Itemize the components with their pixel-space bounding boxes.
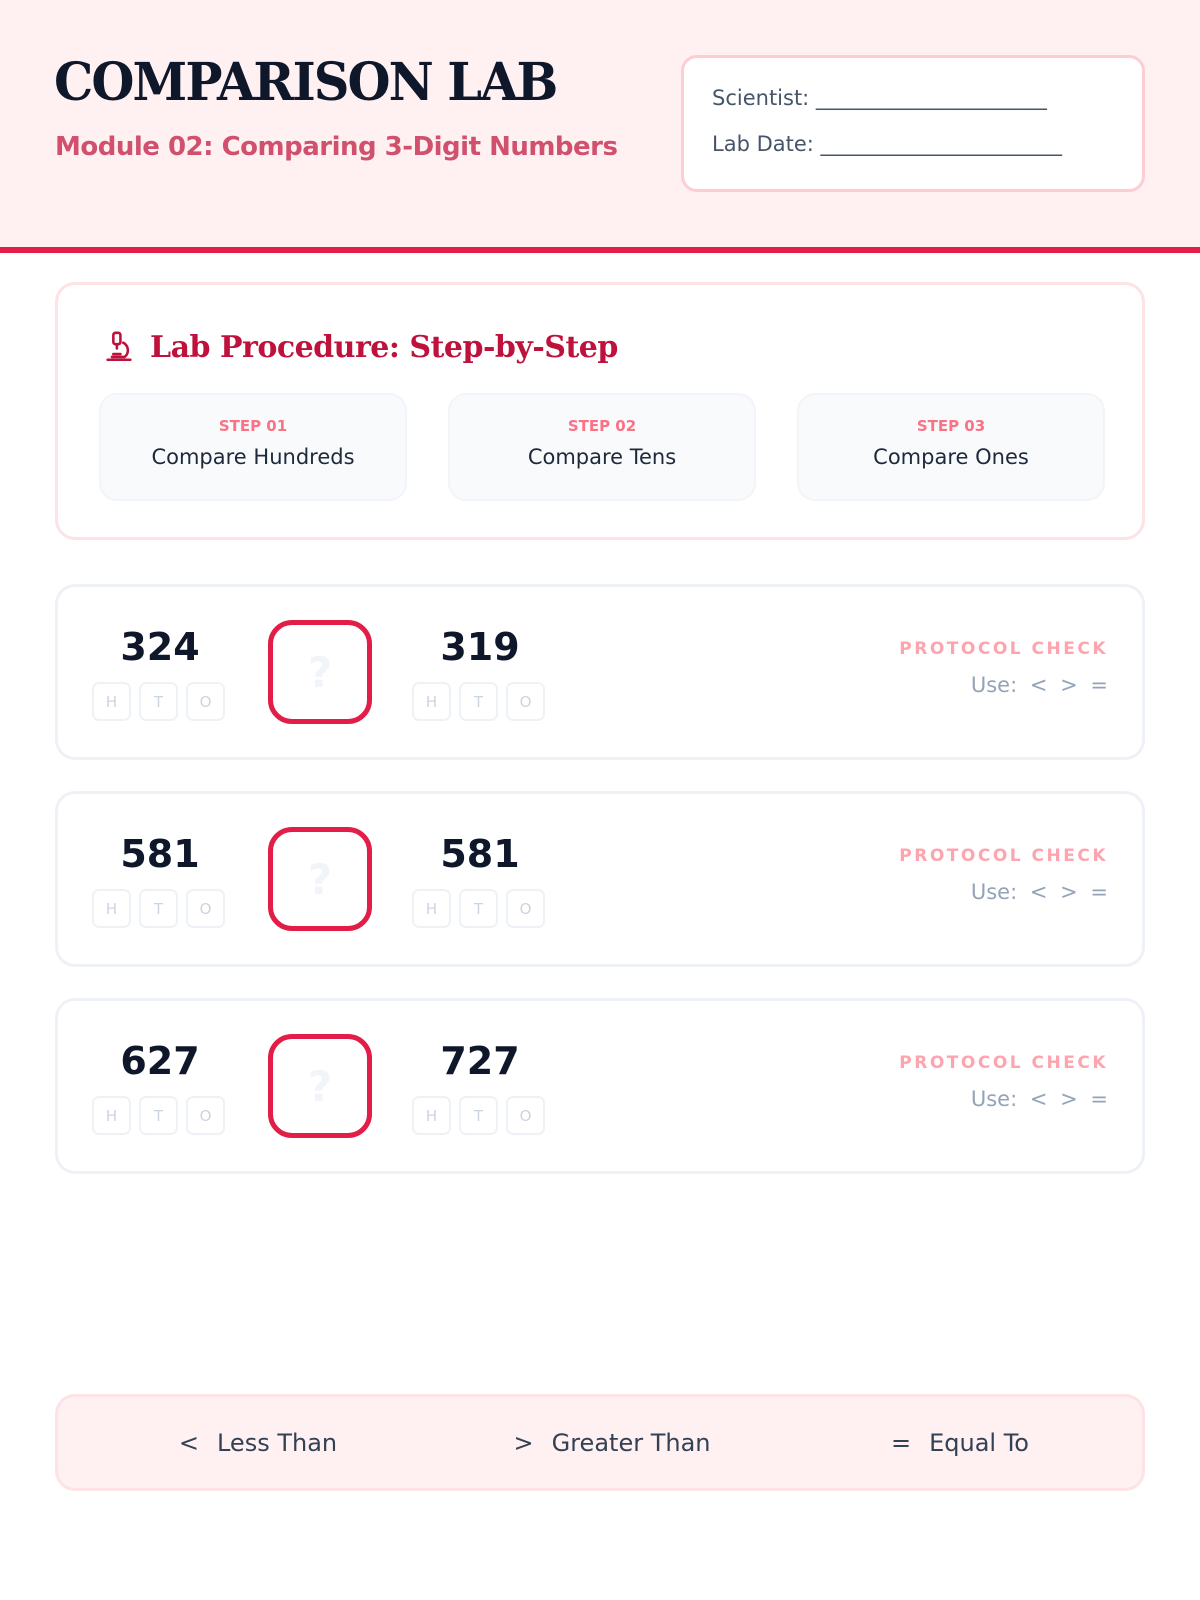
place-value-box: O — [186, 889, 225, 928]
legend-item: < Less Than — [179, 1429, 337, 1457]
step-number: STEP 03 — [916, 417, 986, 435]
place-value-box: T — [459, 1096, 498, 1135]
step-label: Compare Tens — [527, 445, 677, 469]
place-value-box: T — [139, 889, 178, 928]
place-value-box: H — [92, 889, 131, 928]
place-value-box: T — [459, 682, 498, 721]
place-value-box: O — [186, 682, 225, 721]
place-value-box: O — [506, 889, 545, 928]
answer-box[interactable]: ? — [268, 827, 372, 931]
legend-item: > Greater Than — [514, 1429, 711, 1457]
lab-date-field[interactable]: Lab Date: _______________________ — [712, 132, 1063, 156]
place-value-box: H — [92, 1096, 131, 1135]
step-card: STEP 03 Compare Ones — [797, 393, 1105, 501]
place-value-box: T — [139, 1096, 178, 1135]
legend-label: Less Than — [216, 1429, 338, 1457]
microscope-icon — [106, 331, 132, 362]
legend-label: Greater Than — [551, 1429, 711, 1457]
symbol-legend: < Less Than > Greater Than = Equal To — [55, 1394, 1145, 1491]
place-value-box: H — [412, 682, 451, 721]
step-label: Compare Ones — [873, 445, 1029, 469]
legend-symbol: = — [891, 1429, 912, 1457]
protocol-check-label: PROTOCOL CHECK — [899, 1053, 1108, 1073]
legend-label: Equal To — [929, 1429, 1029, 1457]
right-number: 581 — [440, 832, 520, 876]
left-number: 324 — [120, 625, 200, 669]
place-value-box: H — [92, 682, 131, 721]
right-number: 727 — [440, 1039, 520, 1083]
procedure-title: Lab Procedure: Step-by-Step — [150, 329, 618, 365]
step-number: STEP 02 — [567, 417, 637, 435]
left-number: 581 — [120, 832, 200, 876]
protocol-check-label: PROTOCOL CHECK — [899, 639, 1108, 659]
protocol-use-hint: Use: < > = — [970, 673, 1108, 697]
place-value-box: O — [506, 1096, 545, 1135]
place-value-box: T — [459, 889, 498, 928]
step-card: STEP 02 Compare Tens — [448, 393, 756, 501]
protocol-use-hint: Use: < > = — [970, 1087, 1108, 1111]
step-card: STEP 01 Compare Hundreds — [99, 393, 407, 501]
page-title: COMPARISON LAB — [54, 52, 558, 113]
answer-box[interactable]: ? — [268, 620, 372, 724]
step-label: Compare Hundreds — [151, 445, 355, 469]
place-value-box: O — [186, 1096, 225, 1135]
protocol-check-label: PROTOCOL CHECK — [899, 846, 1108, 866]
legend-item: = Equal To — [891, 1429, 1029, 1457]
place-value-box: H — [412, 1096, 451, 1135]
place-value-box: T — [139, 682, 178, 721]
answer-box[interactable]: ? — [268, 1034, 372, 1138]
left-number: 627 — [120, 1039, 200, 1083]
legend-symbol: < — [178, 1429, 199, 1457]
protocol-use-hint: Use: < > = — [970, 880, 1108, 904]
legend-symbol: > — [513, 1429, 534, 1457]
place-value-box: O — [506, 682, 545, 721]
scientist-info-box: Scientist: ______________________ Lab Da… — [681, 55, 1145, 192]
page-subtitle: Module 02: Comparing 3-Digit Numbers — [55, 132, 618, 162]
step-number: STEP 01 — [218, 417, 288, 435]
procedure-card: Lab Procedure: Step-by-Step STEP 01 Compa… — [55, 282, 1145, 540]
right-number: 319 — [440, 625, 520, 669]
place-value-box: H — [412, 889, 451, 928]
header: COMPARISON LAB Module 02: Comparing 3-Di… — [0, 0, 1200, 253]
scientist-field[interactable]: Scientist: ______________________ — [712, 86, 1047, 110]
